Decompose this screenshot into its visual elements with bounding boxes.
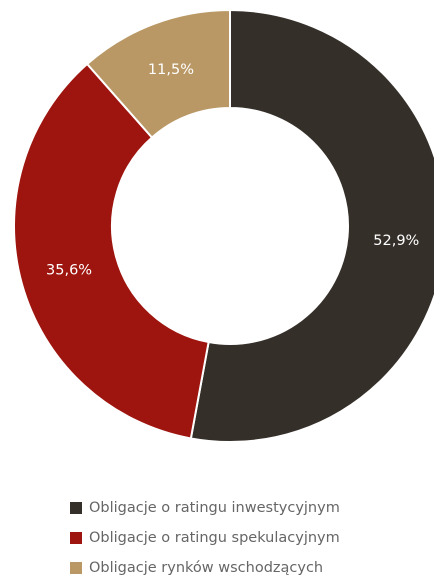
donut-slice [13, 62, 210, 440]
donut-chart: 52,9% 35,6% 11,5% [13, 8, 434, 443]
legend-label: Obligacje o ratingu spekulacyjnym [89, 530, 340, 546]
slice-value-label: 11,5% [148, 62, 194, 78]
legend-item-speculative-grade: Obligacje o ratingu spekulacyjnym [70, 523, 340, 553]
legend-label: Obligacje o ratingu inwestycyjnym [89, 500, 340, 516]
legend: Obligacje o ratingu inwestycyjnym Obliga… [70, 493, 340, 583]
legend-swatch [70, 532, 82, 544]
legend-item-investment-grade: Obligacje o ratingu inwestycyjnym [70, 493, 340, 523]
donut-slice [189, 8, 434, 443]
legend-swatch [70, 502, 82, 514]
slice-value-label: 52,9% [373, 233, 419, 249]
legend-item-emerging-markets: Obligacje rynków wschodzących [70, 553, 340, 583]
slice-value-label: 35,6% [46, 263, 92, 279]
legend-label: Obligacje rynków wschodzących [89, 560, 324, 576]
legend-swatch [70, 562, 82, 574]
donut-slice [85, 8, 231, 139]
